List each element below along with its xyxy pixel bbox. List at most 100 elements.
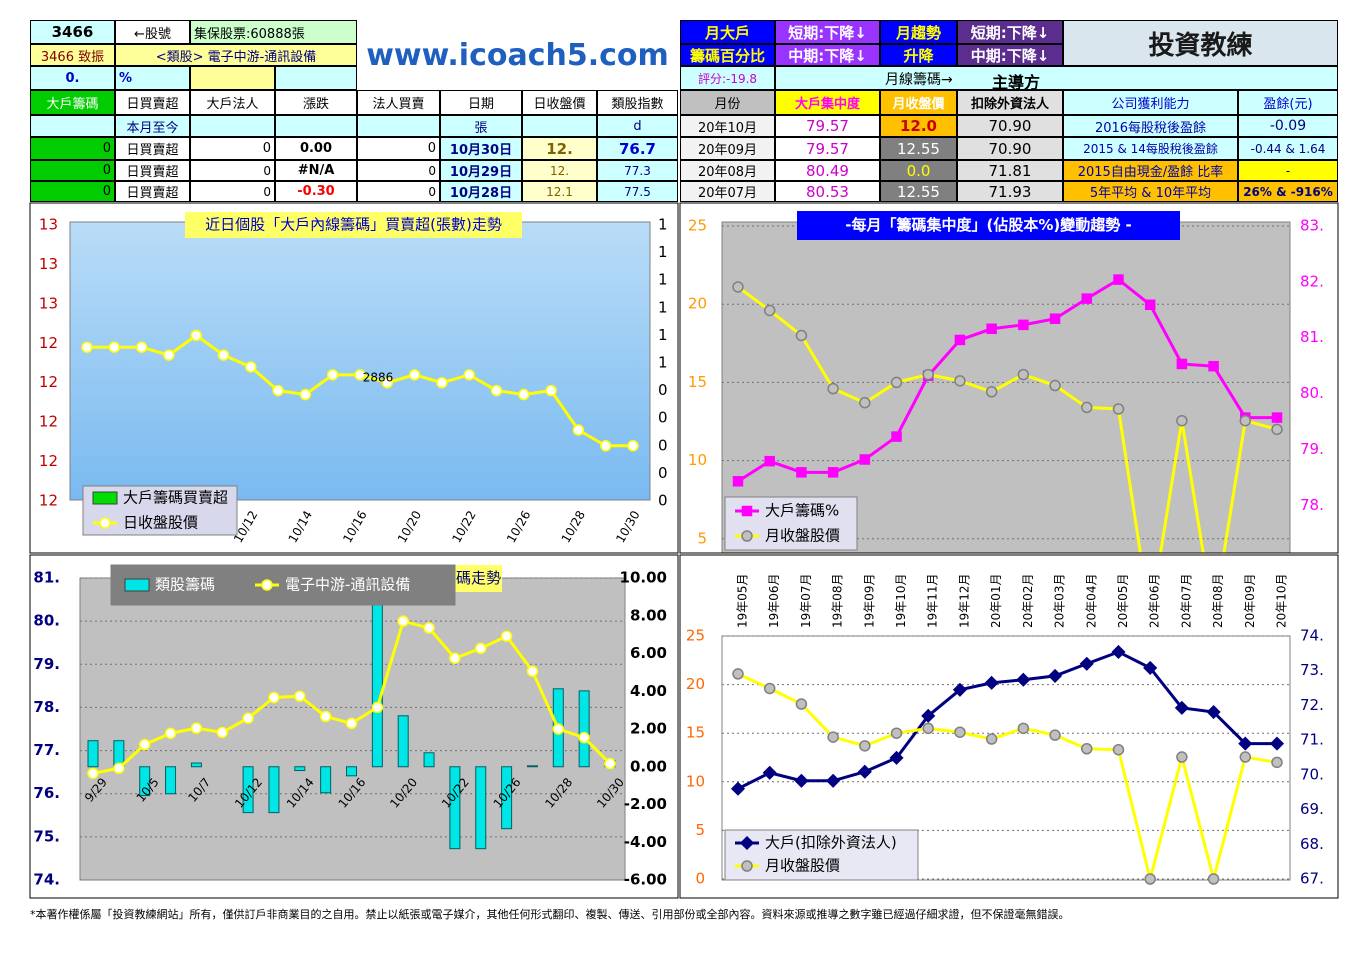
tick-label: 80. bbox=[1300, 384, 1324, 402]
tick-label: 79. bbox=[1300, 440, 1324, 458]
marker bbox=[319, 710, 332, 723]
table-cell: 2015自由現金/盈餘 比率 bbox=[1063, 160, 1238, 181]
legend bbox=[110, 564, 456, 606]
legend-marker bbox=[739, 835, 755, 851]
table-cell: 12.1 bbox=[522, 181, 597, 202]
legend-label: 大戶籌碼% bbox=[765, 502, 839, 520]
table-cell: 短期:下降↓ bbox=[957, 20, 1063, 44]
marker bbox=[1206, 704, 1221, 720]
marker bbox=[1239, 751, 1252, 763]
bar bbox=[242, 766, 254, 814]
x-tick-label: 20年04月 bbox=[1084, 573, 1098, 628]
title-box bbox=[797, 211, 1180, 240]
table-cell: 類股指數 bbox=[597, 90, 678, 115]
table-cell: 評分:-19.8 bbox=[680, 66, 775, 90]
x-tick-label: 20年05月 bbox=[1116, 573, 1130, 628]
legend-marker bbox=[261, 579, 273, 591]
marker bbox=[796, 467, 807, 478]
table-cell: 升降 bbox=[880, 44, 957, 66]
table-cell: 80.49 bbox=[775, 160, 880, 181]
bar bbox=[87, 740, 99, 768]
table-cell: d bbox=[597, 115, 678, 137]
marker bbox=[552, 723, 565, 735]
legend-marker bbox=[741, 505, 753, 517]
table-cell: -0.44 & 1.64 bbox=[1238, 137, 1338, 160]
marker bbox=[463, 369, 475, 381]
table-cell: 扣除外資法人 bbox=[957, 90, 1063, 115]
marker bbox=[87, 767, 99, 780]
table-cell: 0.0 bbox=[880, 160, 957, 181]
tick-label: -4.00 bbox=[624, 833, 667, 851]
marker bbox=[345, 717, 358, 730]
table-cell: 日期 bbox=[440, 90, 522, 115]
tick-label: 0 bbox=[695, 870, 705, 888]
tick-label: 81. bbox=[33, 569, 60, 587]
tick-label: 1 bbox=[658, 354, 668, 372]
marker bbox=[1049, 729, 1061, 741]
tick-label: 69. bbox=[1300, 800, 1324, 818]
chart-title: 近日個股「大戶內線籌碼」買賣超(張數)走勢 bbox=[205, 216, 502, 234]
tick-label: 1 bbox=[658, 216, 668, 234]
marker bbox=[216, 726, 228, 739]
table-cell bbox=[275, 66, 357, 90]
tick-label: 8.00 bbox=[630, 606, 667, 624]
x-tick-label: 20年06月 bbox=[1148, 573, 1162, 628]
marker bbox=[163, 349, 175, 361]
line bbox=[737, 285, 1278, 553]
marker bbox=[1176, 358, 1188, 370]
marker bbox=[572, 424, 585, 436]
table-cell: 79.57 bbox=[775, 115, 880, 137]
tick-label: 1 bbox=[658, 298, 668, 316]
marker bbox=[1143, 660, 1158, 675]
title-box bbox=[455, 565, 502, 592]
marker bbox=[217, 349, 230, 361]
table-cell: 大戶籌碼 bbox=[30, 90, 115, 115]
marker bbox=[108, 341, 121, 353]
tick-label: 83. bbox=[1300, 217, 1324, 235]
table-cell: 3466 致振 bbox=[30, 44, 115, 66]
table-cell: 79.57 bbox=[775, 137, 880, 160]
tick-label: 12 bbox=[39, 492, 58, 510]
table-cell: 0 bbox=[190, 181, 275, 202]
tick-label: 10.00 bbox=[620, 569, 667, 587]
marker bbox=[545, 384, 557, 397]
tick-label: 77. bbox=[33, 741, 60, 759]
x-tick-label: 20年03月 bbox=[1053, 573, 1067, 628]
marker bbox=[859, 396, 871, 409]
table-cell: 中期:下降↓ bbox=[957, 44, 1063, 66]
table-cell: 0 bbox=[357, 181, 440, 202]
table-cell: 71.93 bbox=[957, 181, 1063, 202]
marker bbox=[1081, 401, 1093, 414]
tick-label: 78. bbox=[33, 698, 60, 716]
marker bbox=[268, 691, 280, 704]
x-tick-label: 20年08月 bbox=[1211, 573, 1225, 628]
legend-marker bbox=[741, 860, 753, 872]
tick-label: 0 bbox=[658, 409, 668, 427]
tick-label: 10 bbox=[686, 772, 705, 790]
table-cell: 公司獲利能力 bbox=[1063, 90, 1238, 115]
x-tick-label: 20年01月 bbox=[989, 573, 1003, 628]
tick-label: 0 bbox=[658, 381, 668, 399]
table-cell: <類股> 電子中游-通訊設備 bbox=[115, 44, 357, 66]
tick-label: 12 bbox=[39, 334, 58, 352]
table-cell: 張 bbox=[440, 115, 522, 137]
marker bbox=[954, 334, 966, 346]
marker bbox=[827, 467, 839, 478]
table-cell: 月大戶 bbox=[680, 20, 775, 44]
bar bbox=[320, 766, 332, 794]
table-cell: 漲跌 bbox=[275, 90, 357, 115]
chart: 0 5 10 15 20 25 67. 68. 69. 70. 71. 72. 73. 74. 19年05月… bbox=[686, 573, 1324, 887]
marker bbox=[475, 642, 487, 655]
bar bbox=[475, 766, 487, 850]
marker bbox=[354, 369, 366, 381]
tick-label: 81. bbox=[1300, 328, 1324, 346]
tick-label: 68. bbox=[1300, 835, 1324, 853]
legend-swatch bbox=[124, 578, 150, 592]
table-cell: 80.53 bbox=[775, 181, 880, 202]
marker bbox=[1047, 668, 1063, 683]
tick-label: 74. bbox=[1300, 627, 1324, 645]
legend-label: 大戶(扣除外資法人) bbox=[765, 834, 897, 852]
tick-label: 25 bbox=[686, 627, 705, 645]
marker bbox=[890, 727, 903, 739]
